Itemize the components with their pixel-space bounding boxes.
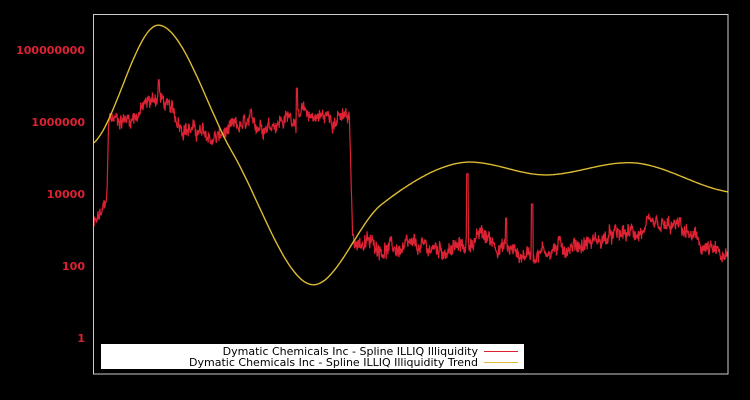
- plot-area: [93, 24, 729, 286]
- legend-box: [101, 344, 524, 369]
- legend-label-series: Dymatic Chemicals Inc - Spline ILLIQ Ill…: [223, 345, 479, 358]
- y-axis-ticks: 100000000 1000000 10000 100 1: [16, 44, 85, 345]
- illiquidity-series-line: [93, 79, 729, 265]
- y-tick-label: 100: [62, 260, 85, 273]
- legend-label-trend: Dymatic Chemicals Inc - Spline ILLIQ Ill…: [189, 356, 478, 369]
- y-tick-label: 100000000: [16, 44, 85, 57]
- y-tick-label: 10000: [47, 188, 86, 201]
- legend: Dymatic Chemicals Inc - Spline ILLIQ Ill…: [101, 344, 524, 369]
- plot-frame: [93, 14, 729, 375]
- y-tick-label: 1000000: [31, 116, 85, 129]
- illiquidity-trend-line: [93, 24, 729, 286]
- y-tick-label: 1: [77, 332, 85, 345]
